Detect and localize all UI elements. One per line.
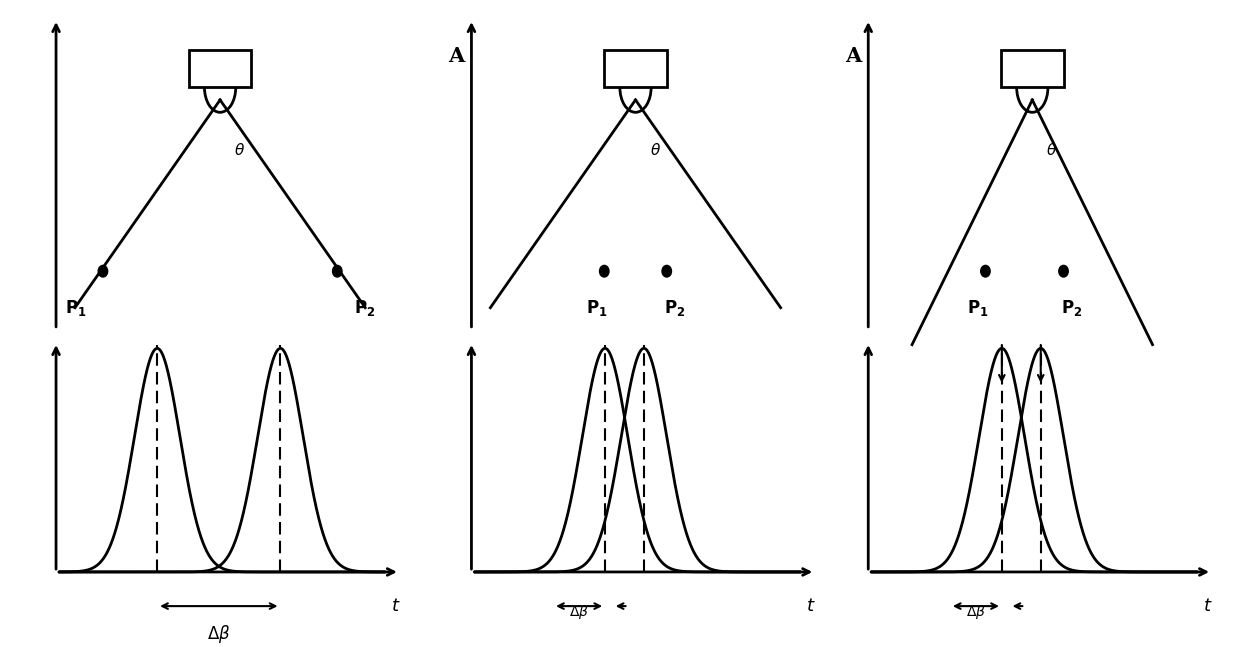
Bar — [1001, 50, 1064, 87]
Text: A: A — [844, 47, 861, 67]
Ellipse shape — [662, 265, 672, 277]
Text: $\mathbf{P_1}$: $\mathbf{P_1}$ — [585, 298, 608, 318]
Text: $\Delta\beta$: $\Delta\beta$ — [966, 603, 986, 621]
Text: $\theta$: $\theta$ — [650, 142, 661, 158]
Ellipse shape — [332, 265, 342, 277]
Text: $\mathbf{P_1}$: $\mathbf{P_1}$ — [64, 298, 87, 318]
Text: $t$: $t$ — [806, 597, 816, 615]
Text: $t$: $t$ — [1203, 597, 1213, 615]
Text: $t$: $t$ — [391, 597, 401, 615]
Ellipse shape — [981, 265, 991, 277]
Ellipse shape — [599, 265, 609, 277]
Text: $\Delta\beta$: $\Delta\beta$ — [207, 623, 231, 645]
Text: $\mathbf{P_1}$: $\mathbf{P_1}$ — [967, 298, 988, 318]
Text: $\mathbf{P_2}$: $\mathbf{P_2}$ — [663, 298, 686, 318]
Ellipse shape — [1059, 265, 1069, 277]
Ellipse shape — [98, 265, 108, 277]
Text: $\theta$: $\theta$ — [1047, 142, 1058, 158]
Bar — [188, 50, 252, 87]
Text: $\mathbf{P_2}$: $\mathbf{P_2}$ — [353, 298, 376, 318]
Bar — [604, 50, 667, 87]
Text: $\mathbf{P_2}$: $\mathbf{P_2}$ — [1060, 298, 1083, 318]
Text: A: A — [448, 47, 464, 67]
Text: $\theta$: $\theta$ — [234, 142, 246, 158]
Text: $\Delta\beta$: $\Delta\beta$ — [569, 603, 589, 621]
